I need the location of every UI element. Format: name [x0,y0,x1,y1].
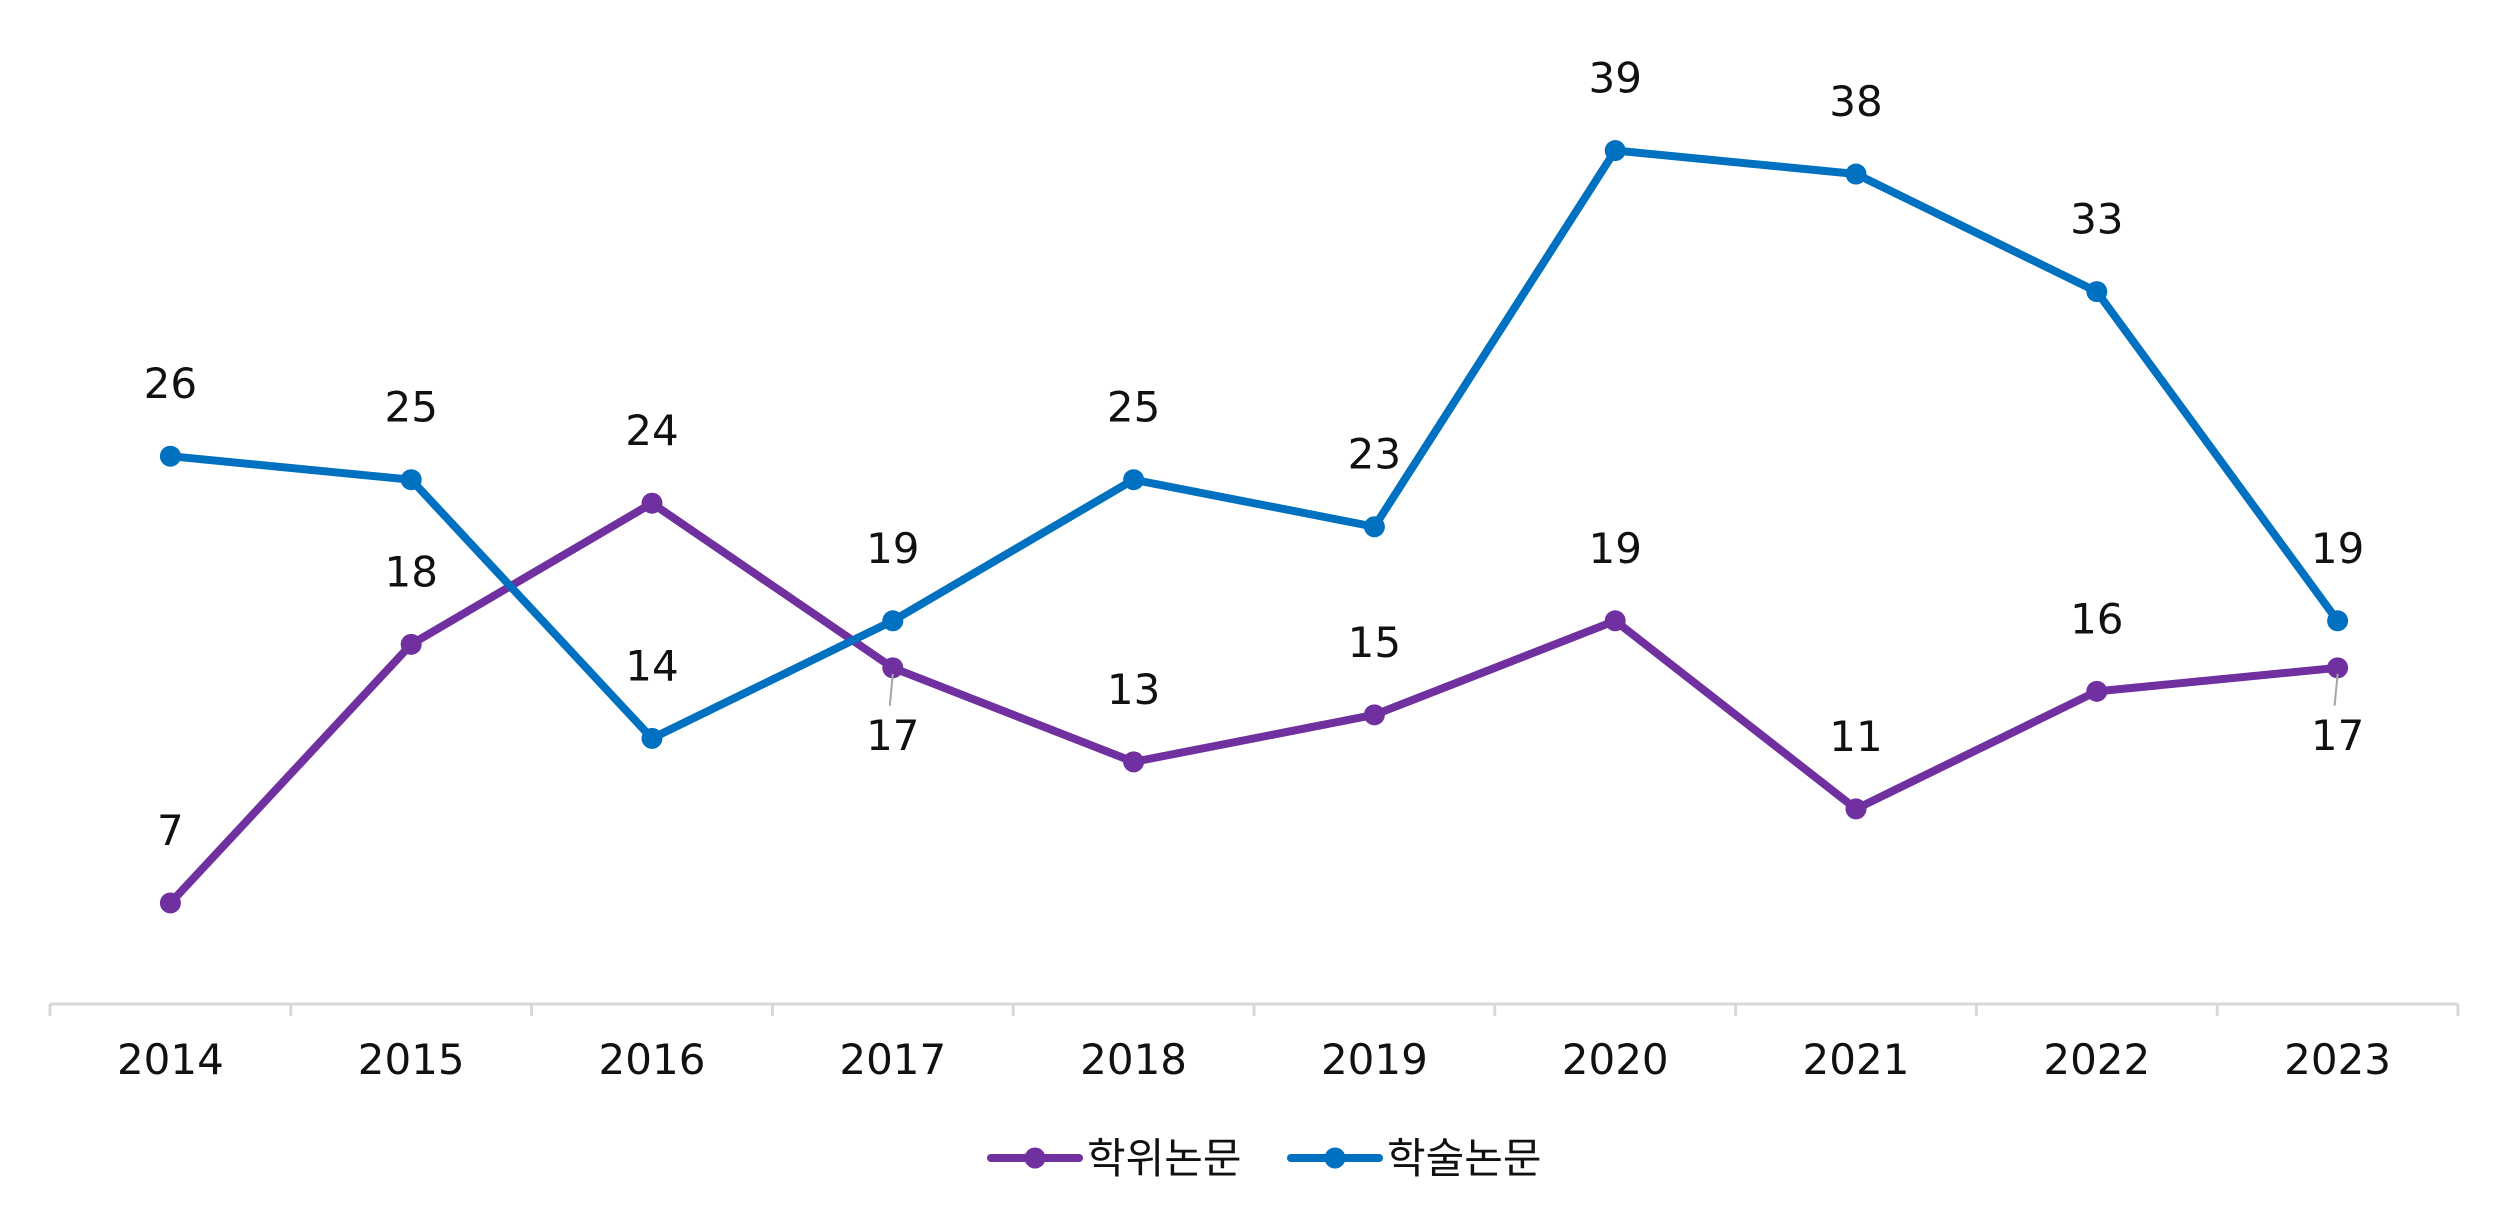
data-label: 25 [384,383,437,432]
data-label: 38 [1829,77,1882,126]
data-label: 17 [2311,711,2364,760]
label-leader-line [2333,673,2339,706]
data-label: 14 [625,641,678,690]
series-2 [159,140,2349,749]
x-tick-label: 2021 [1803,1035,1910,1084]
data-label: 19 [1588,524,1641,573]
data-label: 23 [1348,430,1401,479]
data-point [2327,657,2349,679]
data-label: 19 [866,524,919,573]
legend: 학위논문 학술논문 [987,1134,1542,1183]
data-point [1363,704,1385,726]
x-tick-label: 2019 [1321,1035,1428,1084]
data-point [1604,610,1626,632]
data-point [2086,680,2108,702]
data-labels: 7 18 24 17 13 15 19 11 16 17 26 25 14 19 25 23 39 38 33 19 [144,54,2365,855]
legend-item: 학술논문 [1287,1134,1542,1183]
data-point [1604,140,1626,162]
data-point [882,610,904,632]
data-point [1123,469,1145,491]
data-point [159,445,181,467]
x-tick-label: 2016 [599,1035,706,1084]
data-label: 11 [1829,712,1882,761]
x-tick-label: 2017 [839,1035,946,1084]
data-point [159,892,181,914]
data-label: 24 [625,406,678,455]
label-leader-line [888,673,894,706]
data-label: 39 [1588,54,1641,103]
data-point [641,492,663,514]
series-line [166,146,2342,743]
data-label: 15 [1348,618,1401,667]
data-label: 25 [1107,383,1160,432]
data-label: 26 [144,359,197,408]
data-label: 13 [1107,665,1160,714]
data-label: 19 [2311,524,2364,573]
data-point [1845,163,1867,185]
data-point [400,469,422,491]
data-point [641,727,663,749]
legend-item: 학위논문 [987,1134,1242,1183]
series-layer [159,140,2349,914]
legend-label: 학위논문 [1087,1134,1242,1183]
series-1 [159,492,2349,914]
data-label: 18 [384,547,437,596]
data-point [1363,516,1385,538]
series-line [166,499,2342,907]
data-label: 7 [157,806,184,855]
data-label: 16 [2070,594,2123,643]
x-tick-label: 2020 [1562,1035,1669,1084]
data-point [1845,798,1867,820]
x-tick-label: 2018 [1080,1035,1187,1084]
x-tick-label: 2014 [117,1035,224,1084]
data-point [2086,281,2108,303]
x-tick-label: 2023 [2284,1035,2391,1084]
x-axis: 2014 2015 2016 2017 2018 2019 2020 2021 2022 2023 [48,1002,2460,1084]
data-point [1123,751,1145,773]
data-point [882,657,904,679]
legend-dot-marker [1024,1147,1046,1169]
legend-dot-marker [1324,1147,1346,1169]
data-point [2327,610,2349,632]
x-tick-label: 2015 [358,1035,465,1084]
legend-label: 학술논문 [1387,1134,1542,1183]
data-label: 17 [866,711,919,760]
data-label: 33 [2070,195,2123,244]
x-tick-label: 2022 [2043,1035,2150,1084]
data-point [400,633,422,655]
